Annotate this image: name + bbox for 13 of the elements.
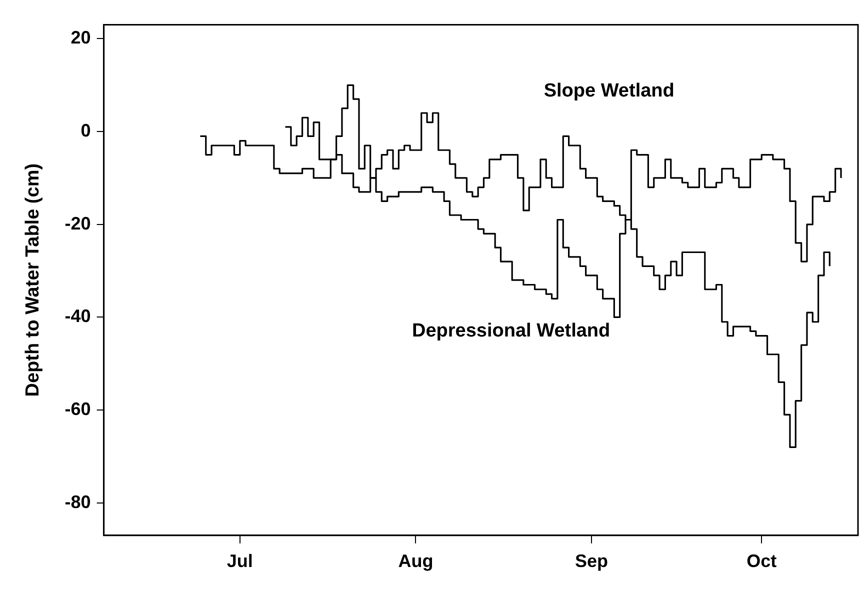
y-tick-label: -20 — [64, 213, 91, 234]
y-tick-label: -60 — [64, 399, 91, 420]
y-tick-label: 0 — [80, 120, 91, 141]
y-tick-label: 20 — [70, 28, 91, 48]
x-tick-label: Aug — [398, 551, 434, 572]
x-tick-label: Jul — [226, 551, 253, 572]
series-label: Depressional Wetland — [412, 320, 610, 342]
text: Slope Wetland — [544, 80, 674, 102]
y-tick-label: -40 — [64, 306, 91, 326]
x-tick-label: Oct — [746, 551, 777, 572]
y-tick-label: -80 — [64, 492, 91, 512]
x-tick-label: Sep — [574, 551, 608, 572]
y-axis-title: Depth to Water Table (cm) — [22, 163, 44, 397]
